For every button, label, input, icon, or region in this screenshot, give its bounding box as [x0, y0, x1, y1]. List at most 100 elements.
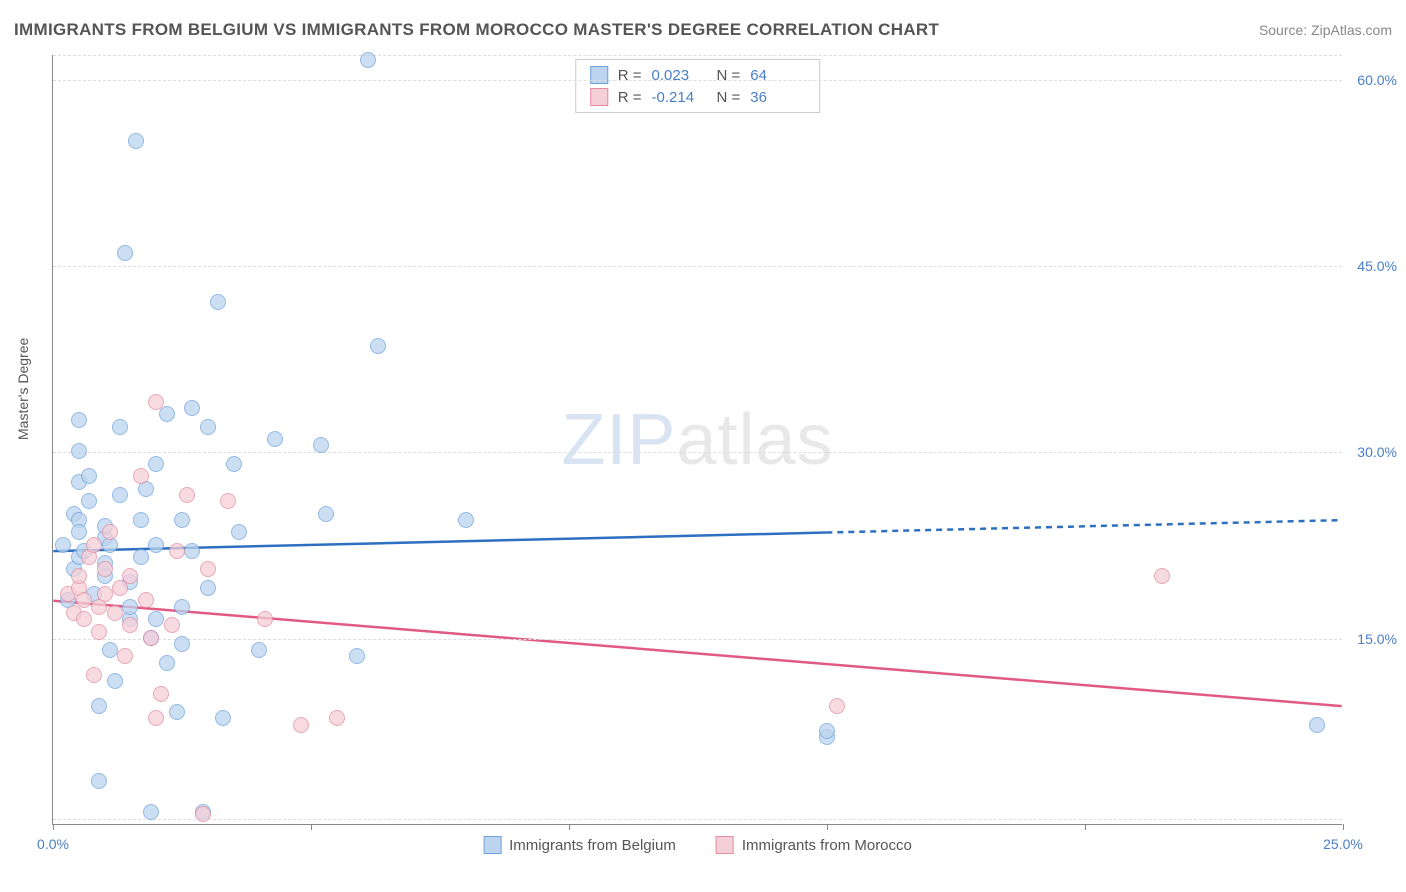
x-tick	[1343, 824, 1344, 830]
data-point-belgium	[91, 698, 107, 714]
data-point-belgium	[251, 642, 267, 658]
gridline	[53, 266, 1342, 267]
source-prefix: Source:	[1259, 22, 1311, 38]
data-point-morocco	[97, 586, 113, 602]
x-tick	[53, 824, 54, 830]
y-tick-label: 15.0%	[1357, 631, 1397, 647]
trend-lines-svg	[53, 55, 1342, 824]
source-attribution: Source: ZipAtlas.com	[1259, 22, 1392, 38]
data-point-belgium	[226, 456, 242, 472]
x-tick	[827, 824, 828, 830]
data-point-belgium	[71, 412, 87, 428]
data-point-morocco	[148, 394, 164, 410]
data-point-belgium	[71, 524, 87, 540]
watermark-part2: atlas	[676, 400, 833, 480]
gridline	[53, 452, 1342, 453]
legend-item-morocco: Immigrants from Morocco	[716, 836, 912, 854]
data-point-morocco	[71, 568, 87, 584]
data-point-morocco	[179, 487, 195, 503]
data-point-belgium	[174, 599, 190, 615]
data-point-belgium	[267, 431, 283, 447]
x-tick-label: 25.0%	[1323, 836, 1363, 852]
data-point-belgium	[143, 804, 159, 820]
data-point-belgium	[370, 338, 386, 354]
data-point-belgium	[200, 419, 216, 435]
gridline	[53, 639, 1342, 640]
data-point-belgium	[169, 704, 185, 720]
data-point-morocco	[293, 717, 309, 733]
data-point-morocco	[122, 617, 138, 633]
data-point-morocco	[195, 806, 211, 822]
trendline-morocco	[53, 601, 1341, 706]
y-axis-label: Master's Degree	[15, 338, 31, 440]
data-point-belgium	[55, 537, 71, 553]
data-point-morocco	[220, 493, 236, 509]
data-point-morocco	[86, 537, 102, 553]
data-point-belgium	[81, 493, 97, 509]
legend-label-morocco: Immigrants from Morocco	[742, 837, 912, 854]
x-tick	[311, 824, 312, 830]
series-legend: Immigrants from Belgium Immigrants from …	[483, 836, 912, 854]
trendline-belgium-extrapolated	[826, 520, 1341, 532]
data-point-belgium	[102, 642, 118, 658]
data-point-morocco	[153, 686, 169, 702]
swatch-morocco	[716, 836, 734, 854]
data-point-belgium	[107, 673, 123, 689]
y-tick-label: 30.0%	[1357, 444, 1397, 460]
watermark: ZIPatlas	[561, 399, 833, 481]
stats-legend: R = 0.023 N = 64 R = -0.214 N = 36	[575, 59, 821, 113]
data-point-belgium	[133, 512, 149, 528]
stats-row-belgium: R = 0.023 N = 64	[590, 64, 806, 86]
swatch-belgium	[483, 836, 501, 854]
n-label: N =	[717, 89, 741, 106]
data-point-morocco	[133, 468, 149, 484]
data-point-morocco	[76, 592, 92, 608]
data-point-belgium	[159, 406, 175, 422]
data-point-belgium	[122, 599, 138, 615]
data-point-belgium	[81, 468, 97, 484]
data-point-belgium	[349, 648, 365, 664]
data-point-belgium	[91, 773, 107, 789]
data-point-belgium	[215, 710, 231, 726]
data-point-belgium	[128, 133, 144, 149]
data-point-belgium	[184, 400, 200, 416]
data-point-morocco	[164, 617, 180, 633]
gridline	[53, 80, 1342, 81]
data-point-morocco	[200, 561, 216, 577]
data-point-belgium	[117, 245, 133, 261]
legend-label-belgium: Immigrants from Belgium	[509, 837, 676, 854]
x-tick	[1085, 824, 1086, 830]
data-point-belgium	[112, 419, 128, 435]
gridline	[53, 819, 1342, 820]
stats-row-morocco: R = -0.214 N = 36	[590, 86, 806, 108]
data-point-morocco	[138, 592, 154, 608]
data-point-morocco	[91, 624, 107, 640]
page-title: IMMIGRANTS FROM BELGIUM VS IMMIGRANTS FR…	[14, 20, 939, 40]
data-point-belgium	[71, 443, 87, 459]
data-point-belgium	[148, 611, 164, 627]
header: IMMIGRANTS FROM BELGIUM VS IMMIGRANTS FR…	[14, 20, 1392, 40]
scatter-chart: ZIPatlas R = 0.023 N = 64 R = -0.214 N =…	[52, 55, 1342, 825]
gridline	[53, 55, 1342, 56]
data-point-morocco	[97, 561, 113, 577]
data-point-morocco	[107, 605, 123, 621]
data-point-belgium	[360, 52, 376, 68]
data-point-morocco	[86, 667, 102, 683]
data-point-morocco	[117, 648, 133, 664]
data-point-morocco	[76, 611, 92, 627]
data-point-belgium	[148, 456, 164, 472]
data-point-belgium	[313, 437, 329, 453]
data-point-belgium	[148, 537, 164, 553]
data-point-belgium	[458, 512, 474, 528]
data-point-belgium	[318, 506, 334, 522]
data-point-morocco	[257, 611, 273, 627]
data-point-morocco	[143, 630, 159, 646]
source-name: ZipAtlas.com	[1311, 22, 1392, 38]
data-point-morocco	[1154, 568, 1170, 584]
n-label: N =	[717, 67, 741, 84]
r-value-belgium: 0.023	[652, 67, 707, 84]
data-point-belgium	[159, 655, 175, 671]
data-point-belgium	[1309, 717, 1325, 733]
data-point-morocco	[148, 710, 164, 726]
r-label: R =	[618, 89, 642, 106]
